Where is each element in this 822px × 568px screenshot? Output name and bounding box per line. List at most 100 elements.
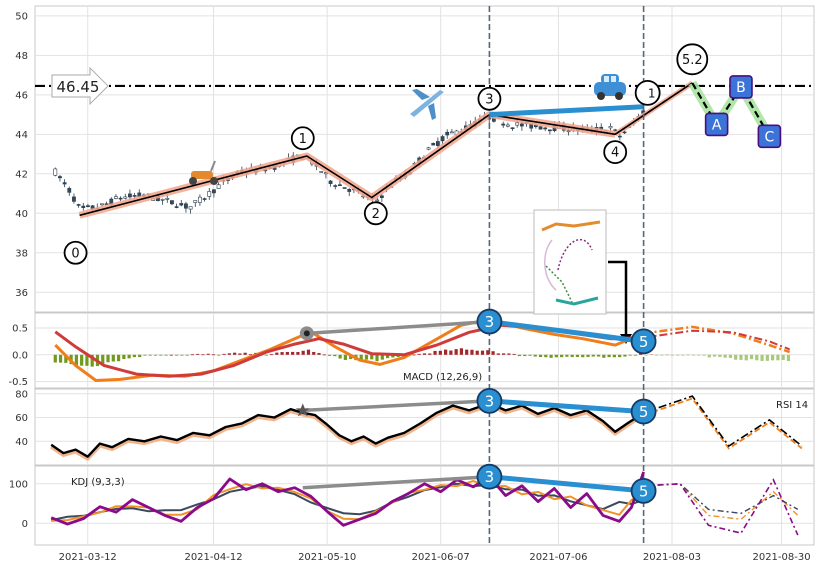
macd-histogram-bar: [475, 350, 479, 355]
macd-histogram-bar: [776, 354, 780, 361]
macd-histogram-bar: [132, 354, 137, 358]
divergence-start-dot: [303, 330, 310, 337]
chart-thumbnail-icon: [555, 296, 599, 306]
macd-histogram-bar: [422, 353, 427, 355]
rsi-forecast-line: [643, 395, 803, 448]
macd-histogram-bar: [628, 354, 632, 356]
macd-histogram-bar: [206, 353, 210, 355]
macd-histogram-bar: [596, 354, 601, 357]
wave-line: [79, 82, 693, 217]
kdj-y-tick-label: 100: [9, 479, 28, 490]
macd-divergence-gray: [306, 319, 490, 336]
wave-label: 1: [648, 86, 656, 100]
candle: [202, 198, 207, 200]
macd-histogram-bar: [623, 354, 627, 357]
macd-histogram-bar: [581, 354, 585, 358]
x-tick-label: 2021-07-06: [529, 552, 587, 563]
candle: [435, 141, 440, 146]
candle: [118, 197, 123, 200]
macd-histogram-bar: [786, 354, 791, 361]
macd-histogram-bar: [291, 351, 295, 355]
macd-y-tick-label: 0.0: [12, 350, 28, 361]
macd-histogram-bar: [454, 349, 458, 355]
macd-histogram-bar: [201, 354, 205, 356]
divergence-label: 5: [639, 482, 649, 500]
candle: [216, 184, 221, 189]
candle: [123, 196, 128, 199]
macd-histogram-bar: [739, 354, 743, 360]
macd-histogram-bar: [264, 354, 268, 356]
candle: [338, 184, 342, 187]
macd-histogram-bar: [575, 354, 580, 357]
macd-histogram-bar: [417, 353, 421, 355]
chart-thumbnail-icon: [545, 265, 573, 303]
macd-histogram-bar: [602, 354, 606, 358]
macd-histogram-bar: [570, 354, 574, 358]
kdj-divergence-gray: [302, 474, 490, 490]
candle: [184, 203, 188, 209]
wave-label-circle: [63, 240, 88, 265]
candle: [379, 195, 384, 198]
candle: [375, 199, 380, 202]
candle: [622, 131, 627, 134]
candle: [160, 198, 165, 201]
rsi-line: [50, 402, 645, 458]
macd-histogram-bar: [760, 354, 764, 361]
candle: [132, 195, 137, 197]
macd-histogram-bar: [317, 353, 321, 355]
divergence-label: 3: [485, 313, 495, 331]
macd-histogram-bar: [370, 354, 374, 360]
x-tick-label: 2021-08-30: [752, 552, 810, 563]
candle: [426, 147, 431, 150]
macd-label: MACD (12,26,9): [403, 372, 482, 383]
candle: [76, 204, 81, 206]
macd-histogram-bar: [159, 354, 163, 356]
macd-histogram-bar: [385, 354, 390, 359]
macd-histogram-bar: [58, 354, 63, 363]
macd-histogram-bar: [127, 354, 131, 359]
macd-histogram-bar: [74, 354, 78, 366]
car-icon: [597, 92, 605, 100]
macd-histogram-bar: [744, 354, 748, 361]
macd-histogram-bar: [586, 354, 590, 357]
macd-histogram-bar: [211, 354, 216, 356]
macd-histogram-bar: [343, 354, 347, 360]
macd-histogram-bar: [285, 351, 289, 355]
candle: [58, 176, 62, 179]
macd-histogram-bar: [459, 348, 464, 355]
price-y-tick-label: 46: [15, 90, 28, 101]
candle: [519, 123, 524, 127]
rsi-shadow-line: [50, 403, 645, 461]
macd-histogram-bar: [723, 354, 727, 358]
macd-histogram-bar: [391, 354, 395, 358]
macd-histogram-bar: [544, 354, 548, 358]
candle: [62, 182, 67, 185]
macd-histogram-bar: [660, 354, 664, 356]
macd-histogram-bar: [465, 349, 469, 355]
rsi-y-tick-label: 60: [15, 413, 28, 424]
kdj-j-forecast: [643, 478, 799, 536]
car-icon: [601, 74, 619, 84]
chart-thumbnail-icon: [544, 239, 557, 291]
candle: [328, 180, 333, 184]
candle: [67, 188, 72, 193]
macd-histogram-bar: [116, 354, 121, 362]
candle: [174, 206, 179, 208]
candle: [188, 206, 193, 210]
wave-label-circle: [603, 140, 628, 164]
macd-histogram-bar: [217, 354, 221, 356]
wave-label-circle: [363, 201, 388, 226]
candle: [128, 193, 132, 198]
macd-histogram-bar: [64, 354, 68, 363]
divergence-badge: [630, 477, 657, 504]
divergence-label: 5: [639, 333, 649, 351]
macd-histogram-bar: [433, 350, 437, 355]
macd-histogram-bar: [312, 351, 316, 355]
forecast-label: A: [712, 117, 722, 133]
candle: [170, 200, 174, 205]
macd-histogram-bar: [517, 354, 522, 357]
macd-histogram-bar: [755, 354, 759, 361]
wave-label-circle: [634, 79, 661, 106]
macd-histogram-bar: [101, 354, 105, 365]
